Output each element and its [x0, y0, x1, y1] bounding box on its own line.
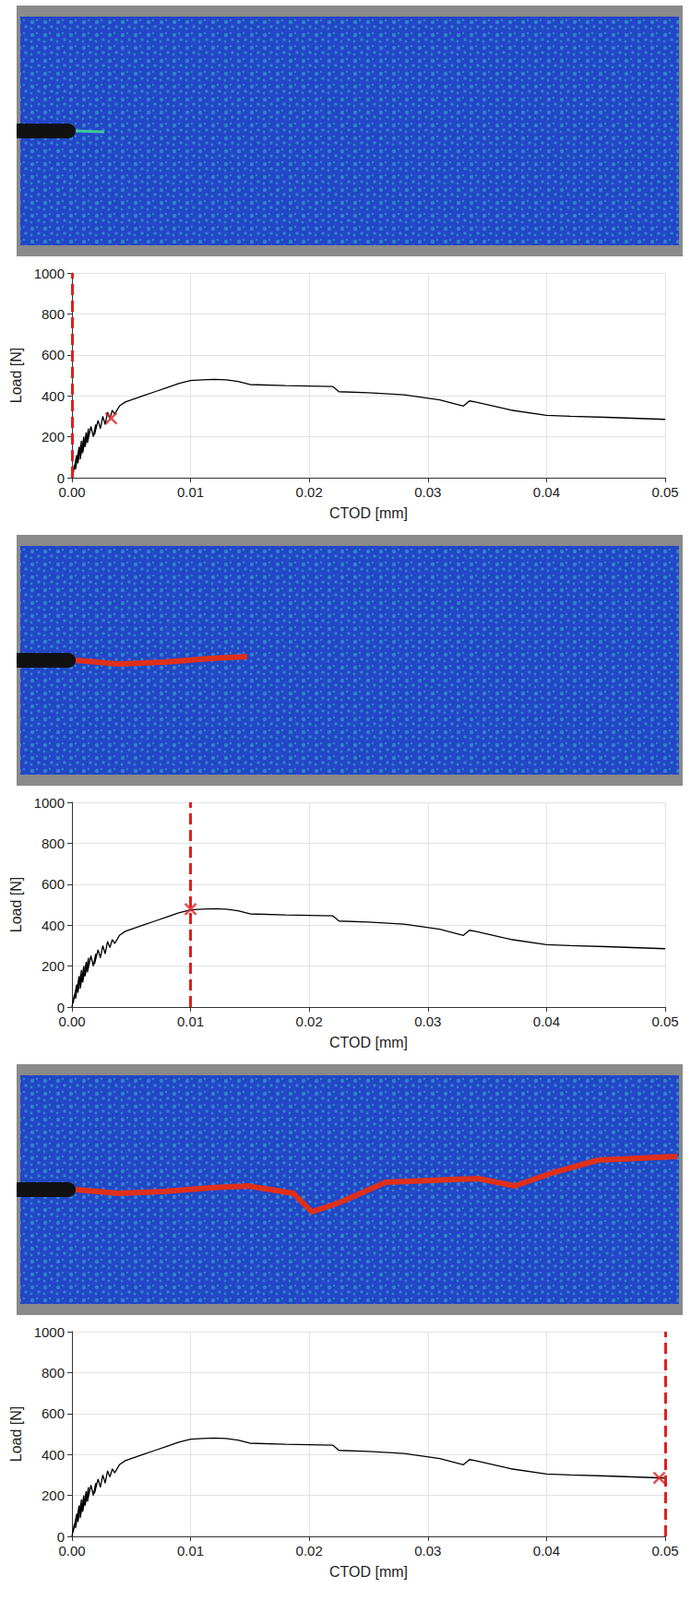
svg-text:400: 400 — [41, 917, 65, 934]
svg-text:0.05: 0.05 — [651, 484, 679, 501]
svg-text:0: 0 — [57, 470, 65, 487]
svg-text:0.01: 0.01 — [177, 1013, 204, 1030]
svg-text:0: 0 — [57, 1000, 65, 1016]
svg-text:0.05: 0.05 — [651, 1013, 679, 1030]
svg-text:600: 600 — [41, 1405, 65, 1422]
svg-text:CTOD [mm]: CTOD [mm] — [329, 1035, 408, 1051]
svg-text:0.05: 0.05 — [651, 1543, 679, 1560]
svg-text:0.01: 0.01 — [177, 1543, 204, 1560]
svg-text:800: 800 — [41, 1365, 65, 1382]
svg-text:0.02: 0.02 — [296, 1543, 323, 1560]
svg-text:0.04: 0.04 — [533, 1013, 560, 1030]
svg-text:800: 800 — [41, 835, 65, 852]
svg-text:400: 400 — [41, 388, 65, 405]
svg-text:200: 200 — [41, 1488, 65, 1504]
svg-text:0.04: 0.04 — [533, 484, 560, 501]
svg-text:400: 400 — [41, 1447, 65, 1464]
svg-text:0.02: 0.02 — [296, 1013, 323, 1030]
svg-text:0.03: 0.03 — [414, 1543, 441, 1560]
svg-text:1000: 1000 — [34, 1324, 65, 1341]
svg-text:0.00: 0.00 — [58, 1543, 85, 1560]
svg-text:Load [N]: Load [N] — [8, 877, 24, 933]
svg-text:0.00: 0.00 — [58, 484, 85, 501]
svg-text:0.04: 0.04 — [533, 1543, 560, 1560]
svg-text:600: 600 — [41, 876, 65, 893]
svg-text:CTOD [mm]: CTOD [mm] — [329, 1564, 408, 1581]
svg-text:0.02: 0.02 — [296, 484, 323, 501]
svg-text:0.01: 0.01 — [177, 484, 204, 501]
svg-text:200: 200 — [41, 958, 65, 975]
svg-text:600: 600 — [41, 346, 65, 363]
svg-text:Load [N]: Load [N] — [8, 1406, 24, 1463]
svg-text:0: 0 — [57, 1529, 65, 1546]
svg-text:0.03: 0.03 — [414, 1013, 441, 1030]
svg-text:Load [N]: Load [N] — [8, 347, 24, 404]
svg-text:200: 200 — [41, 428, 65, 445]
svg-text:1000: 1000 — [34, 795, 65, 811]
svg-text:0.03: 0.03 — [414, 484, 441, 501]
svg-text:0.00: 0.00 — [58, 1013, 85, 1030]
svg-text:800: 800 — [41, 306, 65, 322]
svg-text:CTOD [mm]: CTOD [mm] — [329, 505, 408, 522]
svg-text:1000: 1000 — [34, 265, 65, 282]
